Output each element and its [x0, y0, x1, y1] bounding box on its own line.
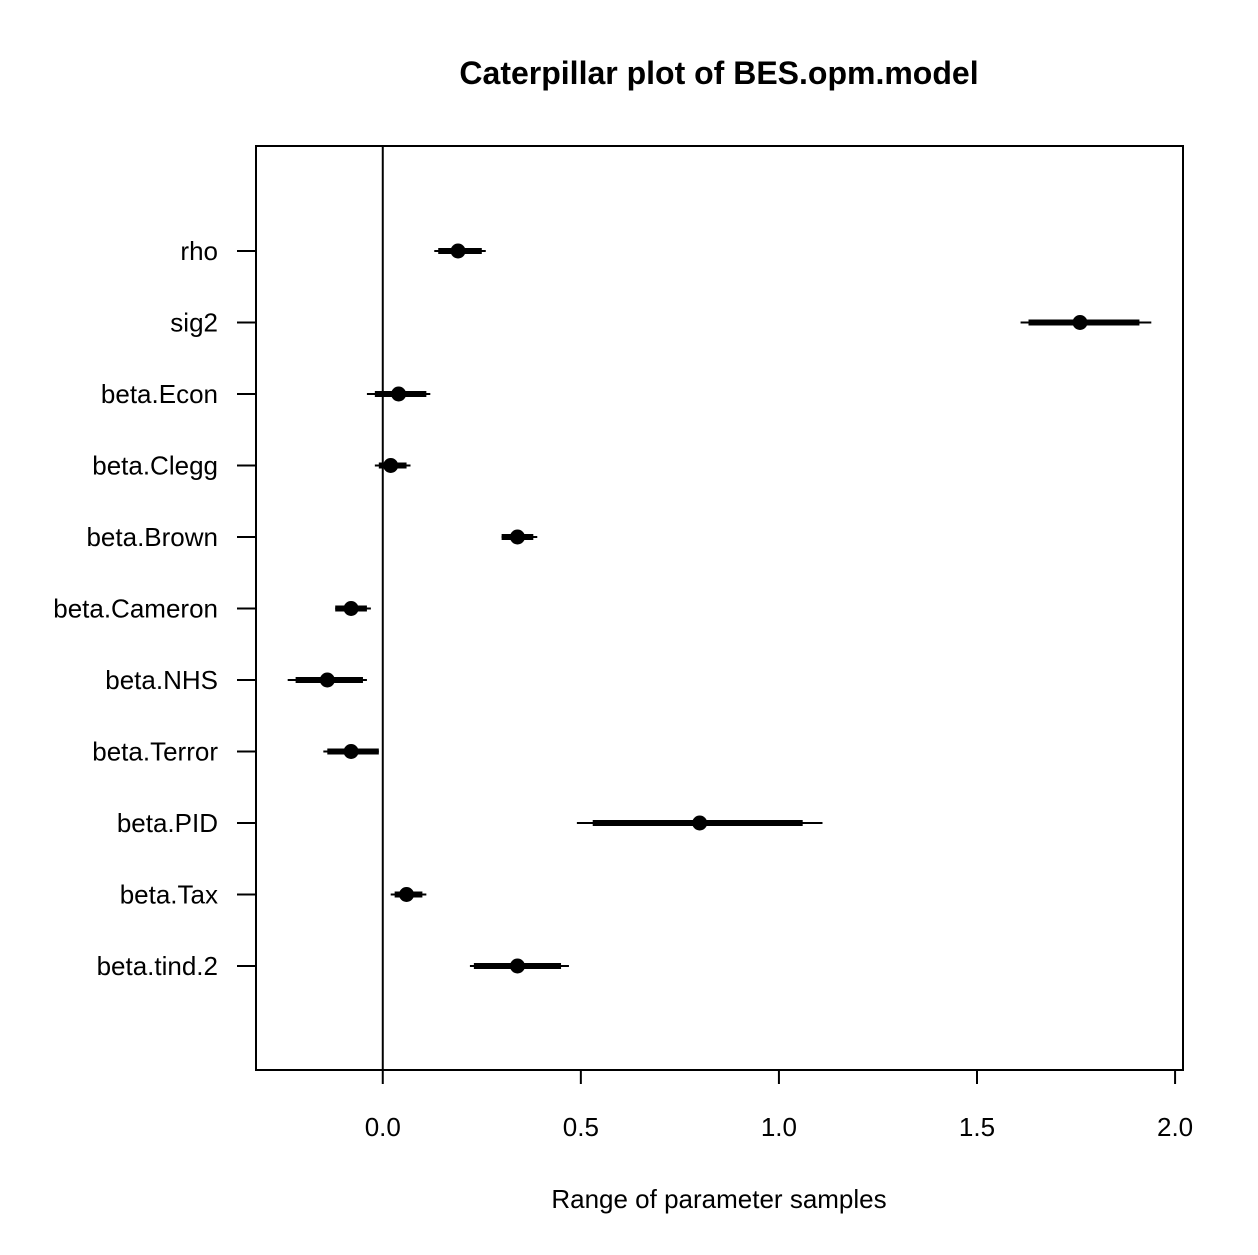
- parameter-interval-beta-Econ: [366, 386, 431, 402]
- parameter-label: beta.tind.2: [97, 951, 218, 981]
- median-point: [509, 529, 525, 545]
- parameter-label: beta.Brown: [86, 522, 218, 552]
- median-point: [343, 744, 359, 759]
- median-point: [399, 887, 415, 902]
- parameter-interval-beta-tind-2: [469, 958, 569, 974]
- parameter-label: rho: [180, 236, 218, 266]
- x-tick-label: 0.5: [563, 1112, 599, 1142]
- x-tick-label: 0.0: [365, 1112, 401, 1142]
- parameter-interval-beta-Clegg: [374, 458, 411, 473]
- x-tick-label: 1.0: [761, 1112, 797, 1142]
- x-tick-label: 2.0: [1157, 1112, 1193, 1142]
- median-point: [509, 958, 525, 974]
- plot-frame: [255, 145, 1184, 1071]
- median-point: [383, 458, 399, 473]
- parameter-interval-beta-Brown: [501, 529, 538, 545]
- parameter-interval-beta-NHS: [287, 672, 367, 688]
- parameter-interval-beta-Tax: [390, 887, 427, 902]
- parameter-label: beta.NHS: [105, 665, 218, 695]
- parameter-label: beta.Clegg: [92, 451, 218, 481]
- chart-title: Caterpillar plot of BES.opm.model: [459, 55, 978, 91]
- median-point: [343, 601, 359, 616]
- median-point: [391, 386, 407, 402]
- median-point: [692, 815, 708, 831]
- parameter-label: beta.Cameron: [53, 594, 218, 624]
- parameter-label: beta.Terror: [92, 737, 218, 767]
- parameter-interval-sig2: [1020, 315, 1152, 330]
- parameter-label: beta.Tax: [120, 880, 218, 910]
- median-point: [319, 672, 335, 688]
- median-point: [1072, 315, 1088, 330]
- median-point: [450, 243, 466, 259]
- x-tick-label: 1.5: [959, 1112, 995, 1142]
- parameter-label: beta.PID: [117, 808, 218, 838]
- parameter-label: beta.Econ: [101, 379, 218, 409]
- x-axis-label: Range of parameter samples: [551, 1184, 886, 1214]
- parameter-interval-beta-Cameron: [335, 601, 371, 616]
- parameter-label: sig2: [170, 308, 218, 338]
- parameter-interval-beta-Terror: [323, 744, 379, 759]
- parameter-interval-rho: [434, 243, 486, 259]
- parameter-interval-beta-PID: [576, 815, 823, 831]
